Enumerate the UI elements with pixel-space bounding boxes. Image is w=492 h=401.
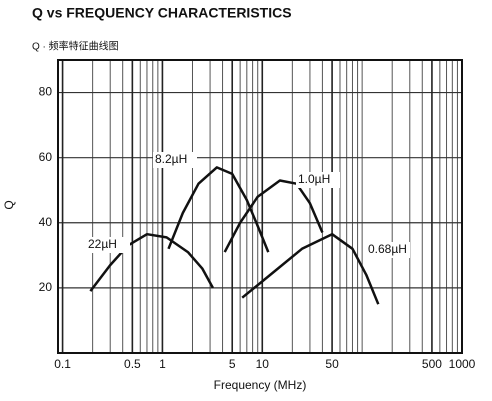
series-label-bg [366, 242, 410, 258]
plot-frame [57, 59, 463, 354]
x-tick-label: 0.1 [54, 357, 71, 371]
series-label-bg [153, 152, 197, 168]
series-label: 1.0µH [298, 172, 330, 186]
x-tick-label: 0.5 [124, 357, 141, 371]
series-line [223, 179, 324, 253]
x-tick-label: 500 [422, 357, 442, 371]
chart-title: Q vs FREQUENCY CHARACTERISTICS [32, 5, 292, 21]
x-axis-label: Frequency (MHz) [214, 378, 307, 392]
y-axis-label: Q [2, 200, 16, 209]
y-tick-label: 40 [39, 215, 53, 229]
x-tick-label: 5 [229, 357, 236, 371]
y-tick-label: 20 [39, 280, 53, 294]
x-tick-label: 50 [325, 357, 339, 371]
series-label: 8.2µH [155, 152, 187, 166]
series-label-bg [296, 172, 340, 188]
series-line [241, 232, 380, 305]
series-line [89, 232, 214, 292]
chart-subtitle: Q · 频率特征曲线图 [32, 40, 119, 53]
series-label: 22µH [88, 237, 117, 251]
x-tick-label: 1000 [449, 357, 476, 371]
series-label: 0.68µH [368, 242, 407, 256]
y-tick-label: 80 [39, 85, 53, 99]
x-tick-label: 1 [159, 357, 166, 371]
series-label-bg [86, 237, 130, 253]
x-tick-label: 10 [256, 357, 270, 371]
series-line [167, 166, 270, 253]
y-tick-label: 60 [39, 150, 53, 164]
